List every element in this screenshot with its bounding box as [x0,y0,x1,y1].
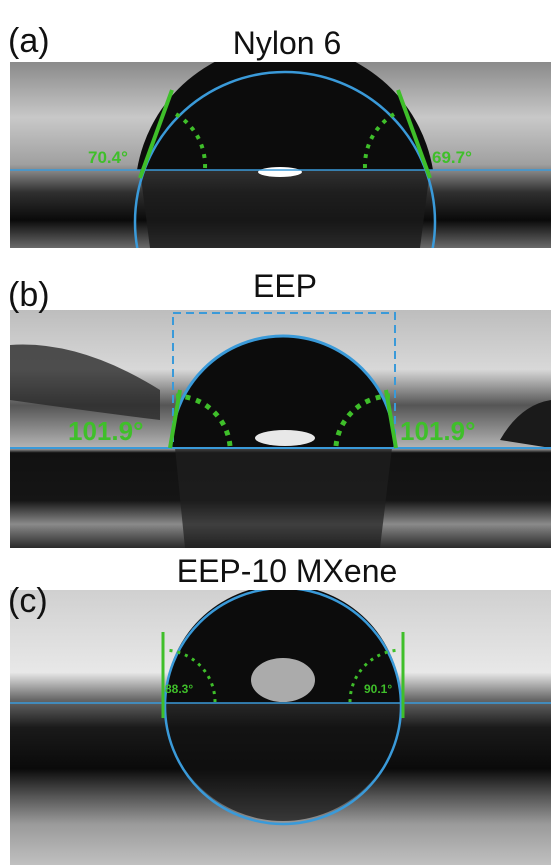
panel-title: Nylon 6 [233,25,342,61]
panel-title: EEP-10 MXene [177,553,398,589]
photo-c [10,585,551,865]
angle-label: 101.9° [400,416,475,446]
angle-label: 90.1° [364,682,392,696]
panel-label: (a) [8,22,50,60]
angle-label: 88.3° [165,682,193,696]
figure: (a) Nylon 6 70.4° 69.7° (b) EEP 101.9° 1… [0,0,551,865]
panel-label: (c) [8,582,48,620]
angle-label: 69.7° [432,148,472,167]
angle-label: 70.4° [88,148,128,167]
panel-label: (b) [8,276,50,314]
panel-title: EEP [253,268,317,304]
angle-label: 101.9° [68,416,143,446]
